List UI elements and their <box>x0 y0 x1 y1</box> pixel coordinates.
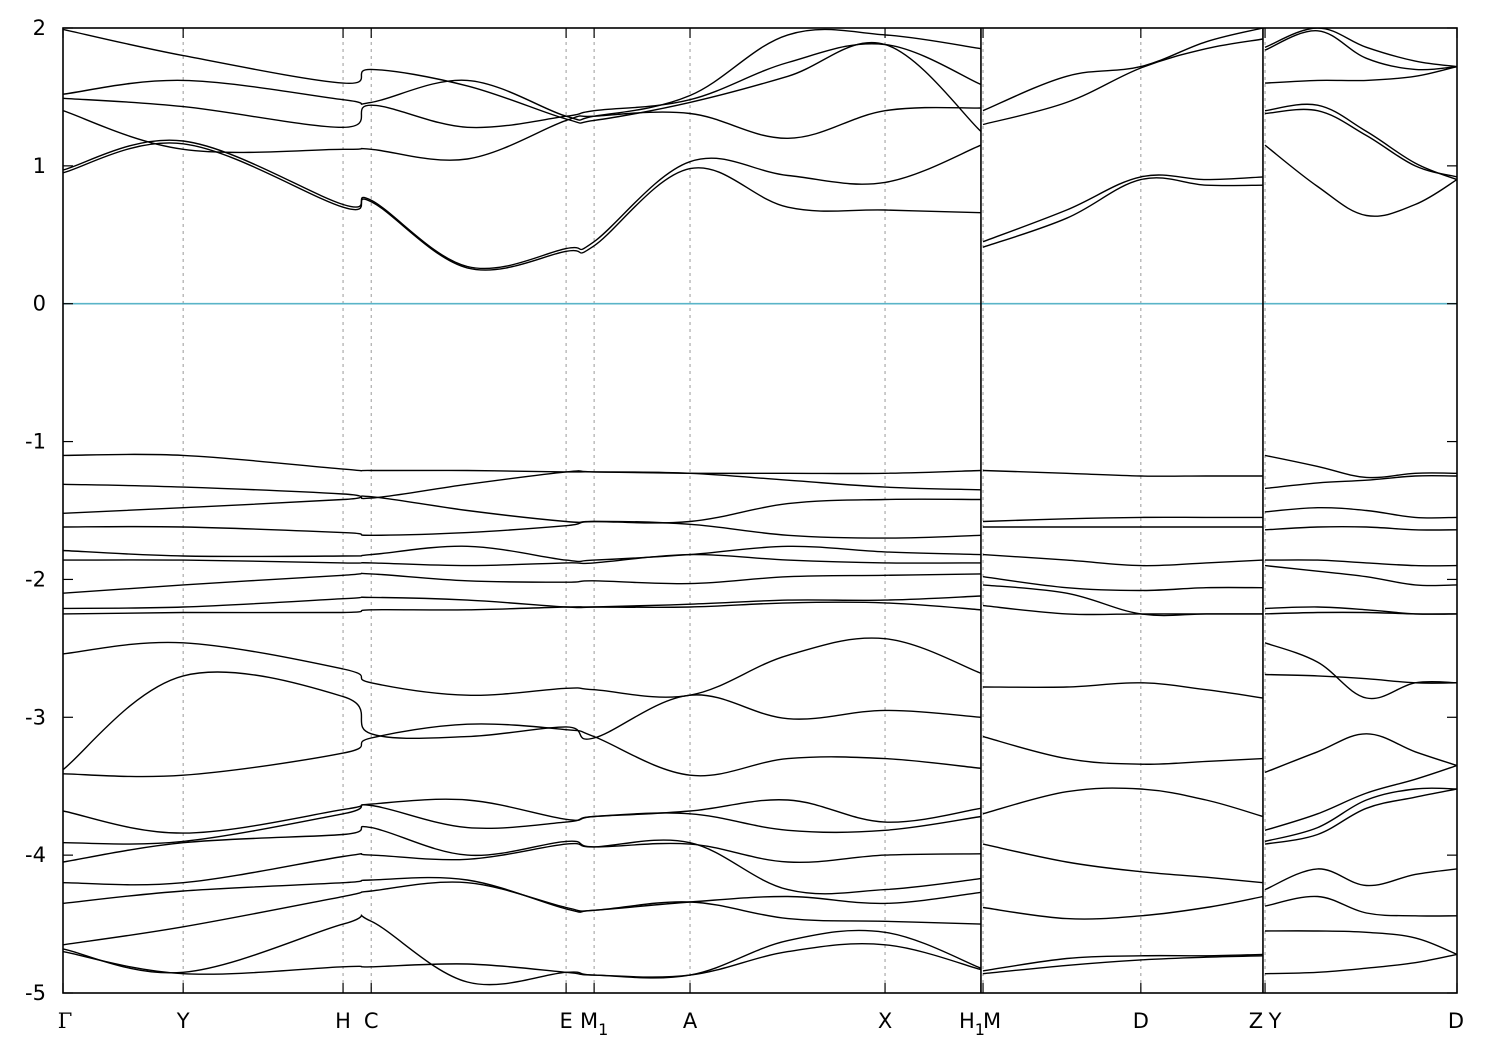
band-s1-b1 <box>982 174 1264 243</box>
kpoint-label: Γ <box>58 1009 73 1033</box>
band-s2-b10 <box>1264 559 1457 567</box>
band-s1-b14 <box>982 843 1264 884</box>
band-s0-b15 <box>63 637 982 698</box>
band-s1-b2 <box>982 38 1264 126</box>
band-s2-b2 <box>1264 103 1457 181</box>
band-s1-b13 <box>982 787 1264 818</box>
band-s0-b10 <box>63 545 981 563</box>
band-s0-b11 <box>63 553 981 567</box>
band-s2-b1 <box>1264 108 1457 178</box>
band-s0-b16 <box>63 671 981 771</box>
band-s2-b23 <box>1264 953 1457 975</box>
band-s1-b3 <box>982 28 1264 112</box>
kpoint-label: C <box>364 1009 379 1033</box>
band-s2-b13 <box>1264 611 1457 615</box>
band-s1-b10 <box>982 604 1263 616</box>
kpoint-label: H <box>335 1009 351 1033</box>
band-s0-b19 <box>63 804 982 845</box>
band-s0-b7 <box>63 470 981 500</box>
band-s1-b7 <box>982 553 1264 567</box>
kpoint-label: A <box>683 1009 698 1033</box>
kpoint-label: M1 <box>580 1009 608 1039</box>
band-s1-b15 <box>982 895 1264 920</box>
band-s0-b20 <box>63 825 981 864</box>
band-s1-b11 <box>982 682 1264 699</box>
kpoint-label: Y <box>176 1009 190 1033</box>
band-s1-b5 <box>982 516 1263 523</box>
band-s1-b4 <box>982 469 1263 477</box>
path-break-lines <box>980 28 1264 993</box>
band-s2-b6 <box>1264 454 1457 479</box>
band-s2-b5 <box>1264 28 1457 68</box>
band-s0-b12 <box>63 572 981 594</box>
band-s0-b25 <box>63 943 982 978</box>
band-s0-b18 <box>63 798 982 834</box>
band-s1-b17 <box>982 955 1264 975</box>
band-s2-b18 <box>1264 787 1457 843</box>
band-s0-b13 <box>63 595 981 610</box>
band-s2-b21 <box>1264 895 1457 917</box>
kpoint-label: X <box>878 1009 892 1033</box>
band-s0-b22 <box>63 876 981 913</box>
band-s0-b3 <box>63 43 982 129</box>
x-axis-kpoint-labels: Γ Y H C E M1 A X H1M D Z Y D <box>58 1009 1464 1039</box>
y-tick-label: -2 <box>25 567 46 591</box>
band-s0-b2 <box>63 106 981 161</box>
band-s2-b3 <box>1264 65 1457 84</box>
y-tick-label: 1 <box>33 154 46 178</box>
y-tick-label: -1 <box>25 430 46 454</box>
band-s0-b1 <box>63 139 982 270</box>
energy-bands <box>63 28 1457 986</box>
y-axis-tick-labels: 2 1 0 -1 -2 -3 -4 -5 <box>25 16 46 1005</box>
kpoint-label: Y <box>1268 1009 1282 1033</box>
band-s2-b17 <box>1264 764 1457 831</box>
y-tick-label: -3 <box>25 705 46 729</box>
band-s2-b4 <box>1264 30 1457 71</box>
band-s1-b12 <box>982 735 1264 765</box>
kpoint-label: D <box>1448 1009 1464 1033</box>
band-s2-b11 <box>1264 564 1457 587</box>
band-s0-b9 <box>63 520 981 539</box>
band-s2-b16 <box>1264 733 1457 774</box>
band-s0-b8 <box>63 495 981 524</box>
band-s0-b4 <box>63 28 982 121</box>
band-s1-b16 <box>982 953 1264 972</box>
band-s1-b0 <box>982 177 1264 248</box>
k-point-guide-lines <box>182 28 1266 993</box>
band-s2-b20 <box>1264 868 1457 891</box>
band-s0-b21 <box>63 839 981 895</box>
band-s2-b22 <box>1264 930 1457 956</box>
band-s0-b5 <box>63 28 982 132</box>
kpoint-label: H1 <box>959 1009 985 1039</box>
band-s2-b9 <box>1264 525 1457 531</box>
y-tick-label: 2 <box>33 16 46 40</box>
band-s1-b8 <box>982 576 1264 592</box>
kpoint-label: Z <box>1249 1009 1263 1033</box>
band-s0-b0 <box>63 142 981 271</box>
band-s0-b17 <box>63 723 981 778</box>
band-s2-b15 <box>1264 673 1457 684</box>
band-s2-b14 <box>1264 642 1457 700</box>
y-tick-label: -4 <box>25 843 46 867</box>
band-s0-b6 <box>63 453 981 475</box>
band-s2-b19 <box>1264 788 1457 845</box>
y-tick-label: 0 <box>33 292 46 316</box>
kpoint-label: D <box>1133 1009 1149 1033</box>
band-s0-b14 <box>63 601 981 615</box>
band-s2-b7 <box>1264 474 1457 490</box>
kpoint-label: E <box>559 1009 572 1033</box>
band-s2-b8 <box>1264 506 1457 519</box>
plot-frame <box>62 27 1458 994</box>
kpoint-label: M <box>983 1009 1001 1033</box>
band-s0-b24 <box>63 914 982 986</box>
y-tick-label: -5 <box>25 981 46 1005</box>
band-s2-b0 <box>1264 144 1457 217</box>
band-s0-b23 <box>63 881 981 946</box>
